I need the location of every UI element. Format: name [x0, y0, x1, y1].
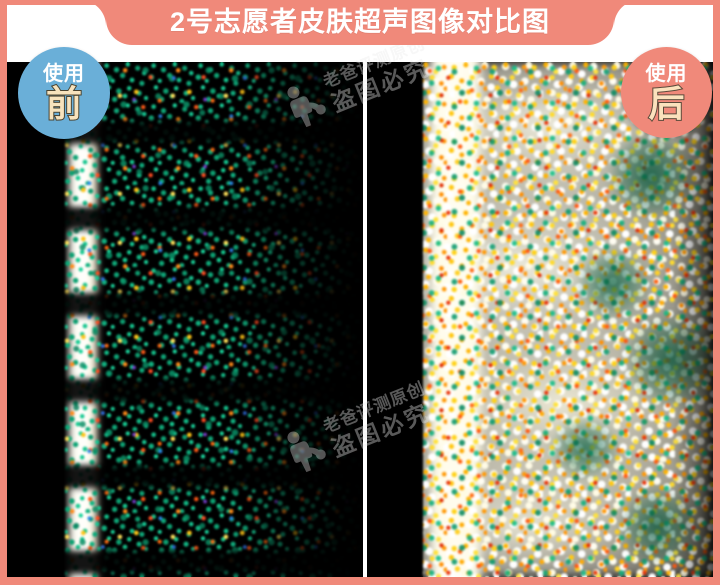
ultrasound-comparison-stage: [7, 62, 713, 577]
frame-bottom: [0, 577, 720, 585]
badge-after: 使用 后: [621, 47, 712, 138]
panel-divider: [363, 62, 367, 577]
frame-left: [0, 0, 7, 585]
left-gutter: [7, 62, 65, 577]
frame-top: [0, 0, 720, 5]
badge-before-big-label: 前: [45, 83, 83, 124]
badge-after-big-label: 后: [647, 82, 685, 124]
left-gutter: [367, 62, 423, 577]
ultrasound-before-image: [7, 62, 363, 577]
ultrasound-before-panel: [7, 62, 363, 577]
badge-before: 使用 前: [18, 47, 110, 139]
ultrasound-after-image: [367, 62, 713, 577]
right-fade: [228, 62, 363, 577]
title-banner: 2号志愿者皮肤超声图像对比图: [106, 0, 614, 45]
badge-after-top-label: 使用: [645, 62, 688, 85]
frame-right: [713, 0, 720, 585]
ultrasound-after-panel: [367, 62, 713, 577]
right-fade: [673, 62, 713, 577]
badge-before-top-label: 使用: [43, 63, 85, 85]
page-title: 2号志愿者皮肤超声图像对比图: [169, 7, 550, 37]
